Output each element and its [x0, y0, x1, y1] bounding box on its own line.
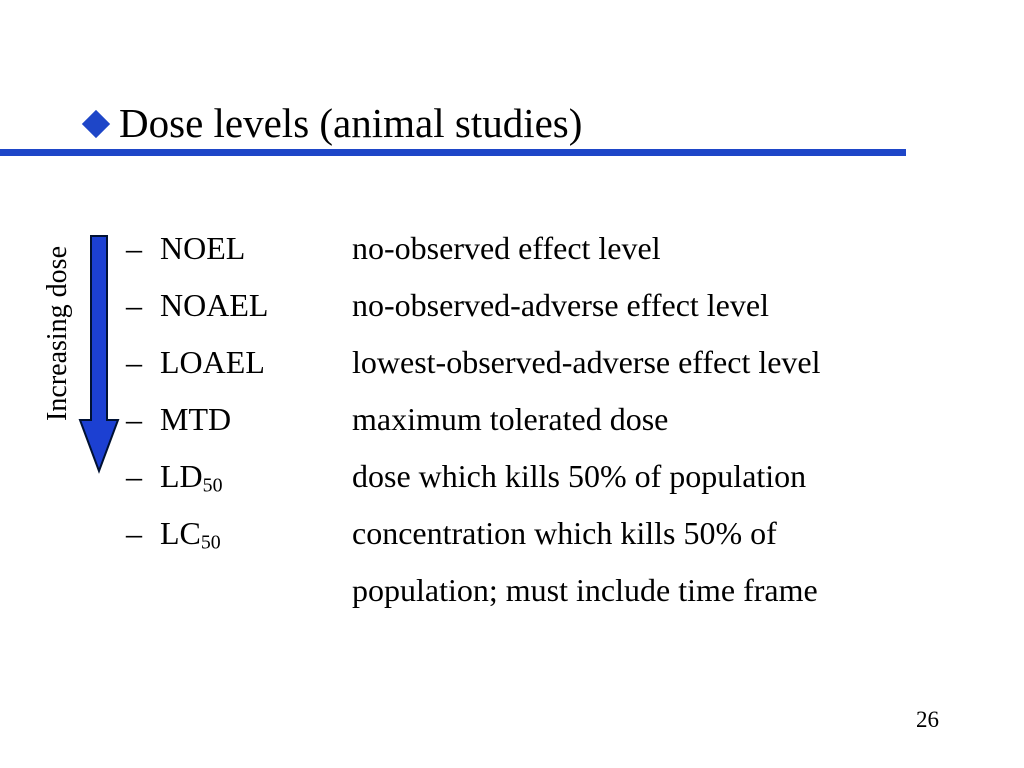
dash-bullet: –	[126, 401, 142, 437]
list-item: – LC50 concentration which kills 50% of …	[126, 505, 956, 619]
definition-text: concentration which kills 50% of populat…	[352, 515, 818, 608]
dash-bullet: –	[126, 230, 142, 266]
page-number: 26	[916, 707, 939, 732]
dash-bullet: –	[126, 458, 142, 494]
list-item: – NOAEL no-observed-adverse effect level	[126, 277, 956, 334]
title-row: Dose levels (animal studies)	[81, 100, 583, 146]
definition-text: no-observed-adverse effect level	[352, 287, 769, 323]
definition-text: no-observed effect level	[352, 230, 661, 266]
term-label: LD50	[160, 458, 223, 497]
term-label: NOEL	[160, 230, 246, 266]
increasing-dose-label: Increasing dose	[42, 237, 74, 429]
definition-text: lowest-observed-adverse effect level	[352, 344, 821, 380]
term-label: LC50	[160, 515, 221, 554]
diamond-bullet-icon	[81, 109, 111, 138]
term-label: LOAEL	[160, 344, 265, 380]
increasing-dose-label-text: Increasing dose	[42, 245, 73, 421]
dash-bullet: –	[126, 344, 142, 380]
term-subscript: 50	[202, 474, 223, 497]
list-item: – LD50 dose which kills 50% of populatio…	[126, 448, 956, 505]
page-title: Dose levels (animal studies)	[119, 100, 583, 146]
list-item: – NOEL no-observed effect level	[126, 220, 956, 277]
definition-text: maximum tolerated dose	[352, 401, 669, 437]
dash-bullet: –	[126, 287, 142, 323]
list-item: – MTD maximum tolerated dose	[126, 391, 956, 448]
arrow-down-icon	[78, 235, 120, 474]
term-label: MTD	[160, 401, 232, 437]
term-subscript: 50	[200, 531, 221, 554]
list-item: – LOAEL lowest-observed-adverse effect l…	[126, 334, 956, 391]
definition-text: dose which kills 50% of population	[352, 458, 807, 494]
dose-level-list: – NOEL no-observed effect level – NOAEL …	[126, 220, 956, 619]
dash-bullet: –	[126, 515, 142, 551]
title-underline-rule	[0, 149, 906, 156]
term-label: NOAEL	[160, 287, 269, 323]
